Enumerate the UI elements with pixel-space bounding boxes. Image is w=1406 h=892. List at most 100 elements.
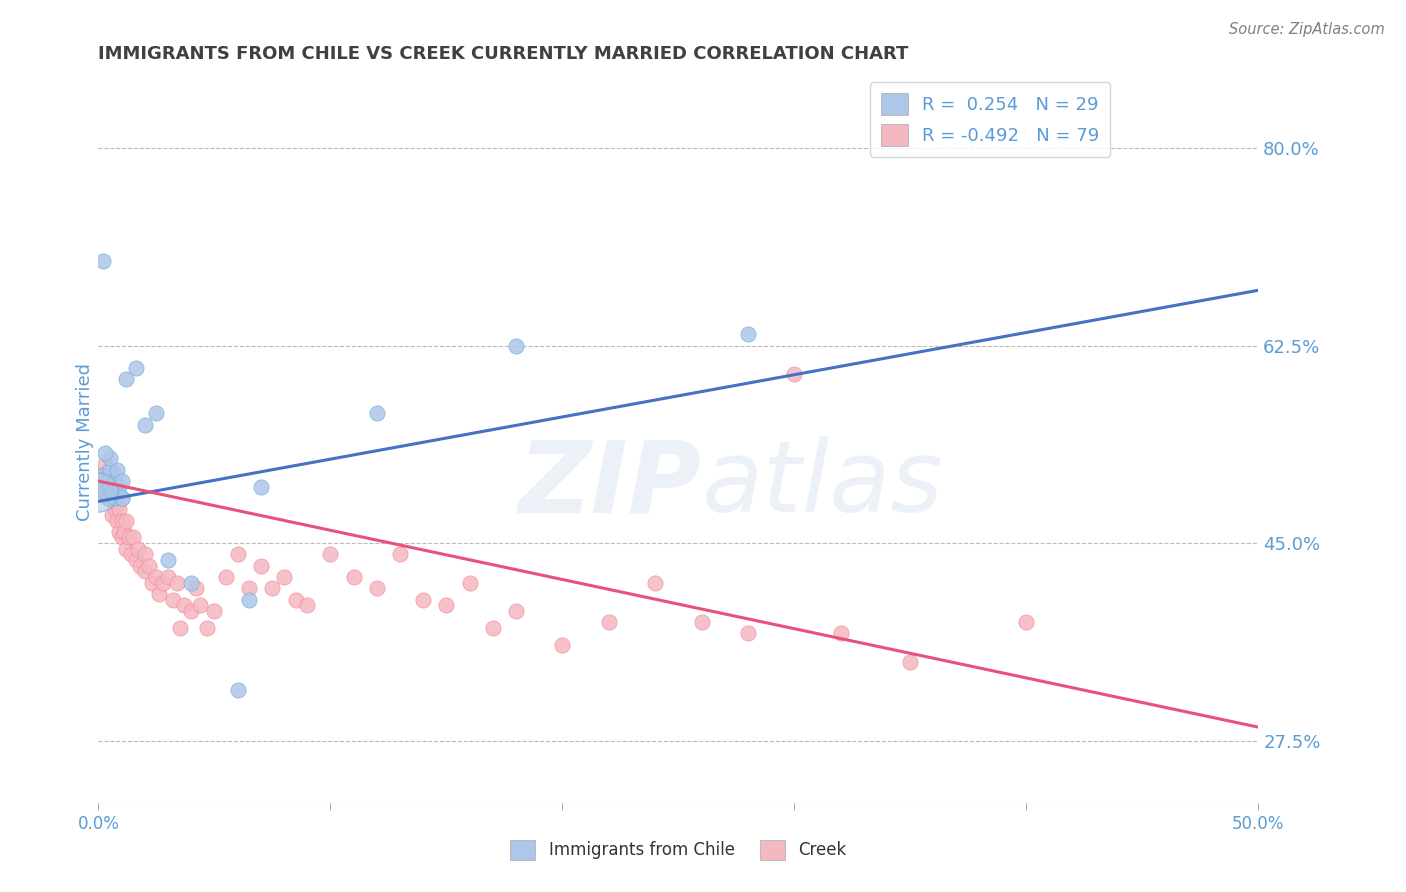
- Point: [94, 468, 117, 483]
- Point: [115, 372, 138, 386]
- Point: [108, 502, 131, 516]
- Point: [90, 474, 112, 488]
- Point: [94, 485, 117, 500]
- Point: [551, 638, 574, 652]
- Point: [134, 417, 156, 432]
- Point: [737, 327, 759, 342]
- Point: [108, 480, 131, 494]
- Point: [104, 502, 127, 516]
- Point: [124, 553, 146, 567]
- Legend: Immigrants from Chile, Creek: Immigrants from Chile, Creek: [503, 833, 853, 867]
- Point: [104, 474, 127, 488]
- Point: [162, 592, 184, 607]
- Point: [115, 514, 138, 528]
- Point: [343, 570, 366, 584]
- Point: [108, 524, 131, 539]
- Point: [91, 253, 114, 268]
- Point: [138, 558, 160, 573]
- Point: [104, 491, 127, 505]
- Point: [238, 582, 260, 596]
- Point: [122, 531, 145, 545]
- Point: [197, 621, 219, 635]
- Point: [184, 582, 207, 596]
- Point: [104, 485, 127, 500]
- Point: [173, 599, 195, 613]
- Point: [141, 575, 163, 590]
- Point: [91, 474, 114, 488]
- Point: [250, 480, 273, 494]
- Point: [97, 474, 120, 488]
- Point: [101, 508, 124, 522]
- Point: [105, 480, 128, 494]
- Point: [105, 497, 128, 511]
- Point: [598, 615, 620, 630]
- Point: [830, 626, 852, 640]
- Y-axis label: Currently Married: Currently Married: [76, 362, 94, 521]
- Point: [783, 367, 806, 381]
- Point: [97, 468, 120, 483]
- Point: [111, 491, 132, 505]
- Point: [111, 514, 132, 528]
- Text: atlas: atlas: [702, 436, 943, 533]
- Point: [94, 457, 117, 471]
- Point: [204, 604, 226, 618]
- Point: [127, 541, 149, 556]
- Point: [180, 575, 202, 590]
- Point: [111, 474, 132, 488]
- Point: [97, 491, 120, 505]
- Point: [900, 655, 922, 669]
- Point: [120, 548, 142, 562]
- Point: [101, 491, 124, 505]
- Point: [436, 599, 458, 613]
- Point: [215, 570, 238, 584]
- Point: [169, 621, 191, 635]
- Point: [1015, 615, 1038, 630]
- Point: [148, 587, 170, 601]
- Point: [129, 558, 152, 573]
- Point: [124, 361, 146, 376]
- Point: [134, 548, 156, 562]
- Point: [152, 575, 174, 590]
- Point: [105, 463, 128, 477]
- Point: [98, 463, 121, 477]
- Point: [157, 570, 180, 584]
- Point: [366, 406, 388, 420]
- Point: [366, 582, 388, 596]
- Point: [145, 406, 167, 420]
- Point: [273, 570, 295, 584]
- Point: [180, 604, 202, 618]
- Point: [94, 485, 117, 500]
- Point: [644, 575, 666, 590]
- Text: Source: ZipAtlas.com: Source: ZipAtlas.com: [1229, 22, 1385, 37]
- Point: [226, 682, 249, 697]
- Text: ZIP: ZIP: [519, 436, 702, 533]
- Point: [134, 565, 156, 579]
- Point: [91, 468, 114, 483]
- Point: [87, 485, 110, 500]
- Point: [101, 485, 124, 500]
- Point: [90, 468, 112, 483]
- Point: [98, 491, 121, 505]
- Point: [98, 480, 121, 494]
- Point: [97, 491, 120, 505]
- Point: [94, 446, 117, 460]
- Point: [98, 463, 121, 477]
- Point: [104, 468, 127, 483]
- Point: [319, 548, 342, 562]
- Point: [412, 592, 434, 607]
- Point: [505, 338, 527, 352]
- Point: [458, 575, 481, 590]
- Point: [690, 615, 713, 630]
- Point: [238, 592, 260, 607]
- Point: [97, 480, 120, 494]
- Point: [98, 480, 121, 494]
- Point: [91, 485, 114, 500]
- Point: [284, 592, 307, 607]
- Point: [145, 570, 167, 584]
- Point: [115, 541, 138, 556]
- Point: [117, 531, 139, 545]
- Point: [226, 548, 249, 562]
- Point: [90, 480, 112, 494]
- Point: [250, 558, 273, 573]
- Point: [98, 451, 121, 466]
